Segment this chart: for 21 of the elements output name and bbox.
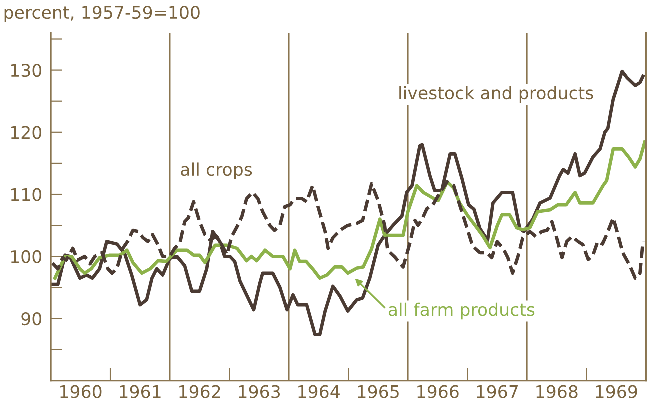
text: all farm products: [388, 302, 535, 320]
x-tick-label: 1965: [358, 385, 399, 398]
y-tick-label: 130: [11, 64, 42, 78]
y-tick-label: 100: [11, 250, 42, 264]
series-label: livestock and products: [400, 86, 594, 104]
line-series: [51, 70, 645, 337]
y-tick-label: 90: [22, 312, 42, 326]
x-tick-label: 1968: [536, 385, 578, 398]
x-tick-label: 1967: [477, 385, 518, 398]
annotation: all crops: [181, 162, 252, 180]
x-tick-label: 1961: [120, 385, 161, 398]
x-tick-label: 1969: [596, 385, 638, 398]
line-series: [54, 140, 646, 280]
x-tick-label: 1960: [60, 385, 102, 398]
y-tick-label: 120: [11, 126, 42, 140]
x-tick-label: 1964: [298, 385, 340, 398]
y-axis-title: percent, 1957-59=100: [4, 6, 200, 23]
x-tick-label: 1962: [180, 385, 220, 398]
x-tick-label: 1963: [239, 385, 280, 398]
x-tick-label: 1966: [418, 385, 459, 398]
y-tick-label: 110: [11, 188, 42, 202]
